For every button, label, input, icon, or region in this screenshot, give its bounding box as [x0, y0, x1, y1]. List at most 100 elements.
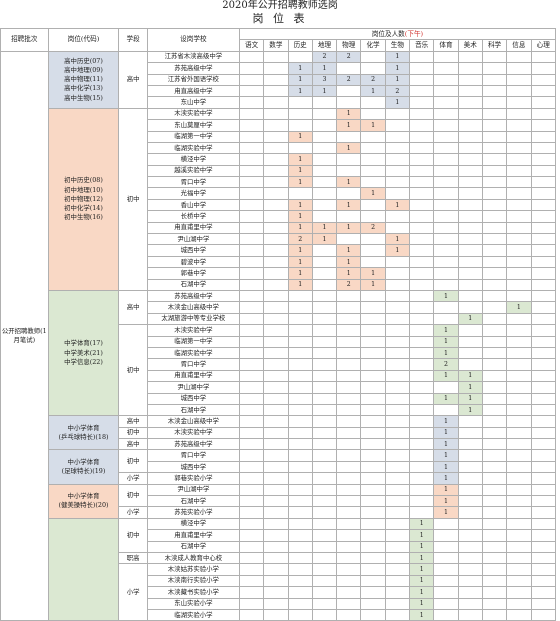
count-cell: 2 [336, 278, 362, 292]
count-cell [263, 438, 289, 451]
count-cell [311, 563, 338, 576]
count-cell [311, 540, 338, 553]
table-row: 香山中学 1 1 1 [1, 198, 556, 212]
count-cell: 1 [336, 255, 362, 269]
count-cell [311, 426, 338, 440]
stage-cell: 职高 [118, 551, 148, 565]
count-cell [433, 210, 459, 223]
count-cell [360, 586, 386, 599]
count-cell [238, 187, 265, 200]
count-cell [433, 244, 459, 257]
count-cell [311, 358, 338, 371]
count-cell [506, 96, 532, 109]
count-cell [481, 62, 508, 75]
school-cell: 长桥中学 [146, 210, 240, 223]
count-cell [481, 278, 508, 292]
count-cell [311, 278, 338, 292]
count-cell [263, 153, 289, 166]
post-line: 高中地理(09) [64, 65, 103, 74]
count-cell [336, 130, 362, 143]
count-cell [506, 574, 532, 588]
count-cell [433, 221, 459, 235]
count-cell [433, 73, 459, 86]
count-cell [384, 438, 411, 451]
count-cell [409, 335, 435, 348]
count-cell [263, 608, 289, 621]
table-row: 东山实验小学 1 [1, 597, 556, 610]
subject-header: 生物 [384, 39, 411, 52]
count-cell [457, 141, 483, 155]
count-cell [384, 426, 411, 440]
header-stage: 学段 [118, 28, 148, 52]
count-cell [433, 312, 459, 326]
count-cell: 2 [360, 221, 386, 235]
subject-header: 物理 [336, 39, 362, 52]
post-line: 初中生物(16) [64, 213, 103, 222]
count-cell [311, 255, 338, 269]
post-line: 高中生物(15) [64, 93, 103, 102]
count-cell [238, 301, 265, 314]
count-cell [506, 107, 532, 121]
count-cell [506, 608, 532, 621]
count-cell [506, 369, 532, 383]
count-cell [384, 176, 411, 189]
count-cell [409, 198, 435, 212]
count-cell [433, 586, 459, 599]
count-cell [360, 176, 386, 189]
count-cell [336, 597, 362, 610]
count-cell: 1 [433, 494, 459, 508]
count-cell [287, 608, 313, 621]
count-cell [530, 210, 556, 223]
school-cell: 碧波中学 [146, 255, 240, 269]
count-cell [311, 141, 338, 155]
post-cell: 中小学体育 (足球特长)(19) [47, 449, 120, 485]
count-cell [457, 529, 483, 542]
count-cell [530, 506, 556, 519]
count-cell [263, 346, 289, 360]
count-cell [457, 84, 483, 98]
count-cell: 1 [457, 392, 483, 405]
count-cell: 1 [433, 460, 459, 474]
count-cell: 1 [433, 438, 459, 451]
count-cell: 1 [360, 84, 386, 98]
count-cell [506, 198, 532, 212]
count-cell [409, 301, 435, 314]
table-row: 初中 木渎实验中学 1 [1, 426, 556, 440]
count-cell: 1 [457, 312, 483, 326]
count-cell [457, 130, 483, 143]
count-cell [506, 346, 532, 360]
count-cell [360, 494, 386, 508]
post-line: 初中历史(08) [64, 176, 103, 185]
count-cell [384, 517, 411, 531]
count-cell [384, 187, 411, 200]
count-cell [238, 415, 265, 428]
count-cell: 1 [409, 540, 435, 553]
count-cell [530, 107, 556, 121]
count-cell [530, 608, 556, 621]
count-cell [336, 96, 362, 109]
count-cell [506, 358, 532, 371]
count-cell [433, 255, 459, 269]
count-cell [336, 369, 362, 383]
count-cell [263, 255, 289, 269]
count-cell [506, 392, 532, 405]
count-cell [457, 415, 483, 428]
count-cell: 1 [311, 84, 338, 98]
count-cell [481, 392, 508, 405]
header-counts: 岗位及人数(下午) [238, 27, 557, 41]
count-cell [336, 335, 362, 348]
count-cell [384, 563, 411, 576]
school-cell: 木渎实验中学 [146, 324, 240, 337]
post-line: 初中物理(12) [64, 194, 103, 203]
count-cell: 1 [457, 381, 483, 394]
count-cell [506, 244, 532, 257]
count-cell [433, 176, 459, 189]
count-cell [384, 551, 411, 565]
count-cell: 1 [384, 50, 411, 64]
count-cell [311, 244, 338, 257]
subject-header: 音乐 [409, 39, 435, 52]
count-cell [530, 324, 556, 337]
count-cell [506, 483, 532, 497]
post-line: 中学信息(22) [64, 357, 103, 366]
count-cell: 1 [336, 176, 362, 189]
